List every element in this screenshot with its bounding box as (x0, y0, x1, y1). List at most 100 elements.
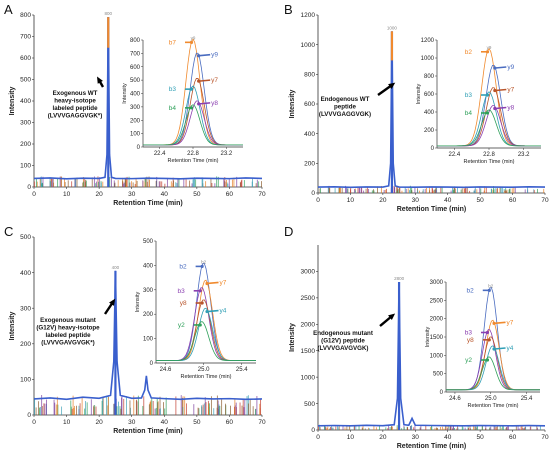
ion-label-y7: y7 (211, 77, 218, 84)
inset-x-tick-label: 23.2 (220, 151, 232, 157)
x-tick-label: 70 (258, 191, 266, 198)
panel-letter: D (284, 224, 293, 239)
annotation-line: (LVVVGAVGVGK) (318, 345, 369, 352)
peak-label: 2800 (394, 276, 405, 281)
ion-label-b2: b2 (179, 263, 187, 270)
x-tick-label: 50 (193, 419, 201, 426)
inset-y-tick-label: 100 (130, 132, 141, 138)
inset-x-tick-label: 22.8 (187, 151, 199, 157)
annotation-line: Exogenous mutant (40, 317, 96, 324)
ion-arrowhead-y8 (197, 102, 201, 106)
x-tick-label: 30 (412, 434, 420, 441)
inset-background (437, 40, 541, 148)
inset-background (143, 40, 243, 147)
ion-trace-b4 (143, 104, 243, 146)
peak-label: 1000 (387, 25, 398, 30)
x-tick-label: 40 (161, 191, 169, 198)
x-tick-label: 60 (226, 191, 234, 198)
y-tick-label: 500 (20, 77, 31, 84)
panel-a: A0 10 20 30 40 50 60 70010020030040050060070080… (4, 2, 266, 207)
annotation-line: (G12V) heavy-isotope (36, 325, 100, 332)
inset-chart: 24.6 25.0 25.4 0 500 1000 1500 2000 2500 3000 Rete… (425, 280, 540, 409)
inset-y-tick-label: 3000 (430, 280, 444, 286)
annotation-line: (G12V) peptide (321, 338, 365, 345)
x-tick-label: 30 (128, 419, 136, 426)
ion-arrow-y9 (199, 53, 211, 57)
x-tick-label: 50 (477, 434, 485, 441)
x-tick-label: 60 (226, 419, 234, 426)
y-tick-label: 0 (311, 427, 315, 434)
inset-x-tick-label: 24.6 (160, 367, 172, 373)
y-tick-label: 1000 (301, 374, 316, 381)
ion-arrowhead-y4 (205, 309, 209, 314)
y-axis-title: Intensity (9, 87, 16, 116)
x-tick-label: 30 (128, 191, 136, 198)
ion-label-y8: y8 (211, 100, 218, 107)
panel-b: B 0 10 20 30 40 50 60 70 0 200 400 600 800 1000 1200 Ret… (284, 2, 549, 213)
y-tick-label: 0 (27, 412, 31, 419)
annotation-arrowhead (388, 82, 396, 89)
annotation-line: Endogenous mutant (313, 330, 373, 337)
y-tick-label: 1200 (301, 12, 316, 19)
annotation-arrowhead (109, 298, 116, 306)
x-tick-label: 70 (541, 197, 549, 204)
annotation-arrowhead (97, 76, 103, 84)
inset-y-tick-label: 300 (143, 288, 154, 294)
ion-arrow-y8 (495, 106, 507, 110)
annotation-arrowhead (388, 313, 396, 320)
inset-y-axis-title: Intensity (425, 327, 431, 348)
annotation-line: (LVVVGAGGVGK) (319, 111, 371, 118)
y-axis-title: Intensity (9, 312, 16, 341)
inset-y-tick-label: 1000 (421, 56, 435, 62)
inset-x-axis-title: Retention Time (min) (463, 159, 514, 165)
inset-chart: 22.4 22.8 23.2 0 100 200 300 400 500 600 700 800 Ret… (122, 35, 243, 164)
x-tick-label: 10 (347, 197, 355, 204)
y-axis-title: Intensity (289, 90, 296, 119)
x-tick-label: 0 (316, 434, 320, 441)
inset-x-tick-label: 25.4 (236, 367, 248, 373)
x-tick-label: 0 (316, 197, 320, 204)
ion-arrowhead-b3 (485, 330, 490, 335)
inset-y-tick-label: 500 (433, 372, 444, 378)
ion-arrow-y8 (199, 102, 211, 105)
ion-arrowhead-y2 (198, 323, 202, 327)
ion-label-y8: y8 (467, 337, 474, 344)
ion-label-b4: b4 (465, 110, 473, 117)
peak-label: 800 (105, 11, 113, 16)
y-tick-label: 3000 (301, 269, 316, 276)
ion-label-y8: y8 (507, 105, 514, 112)
x-tick-label: 60 (509, 197, 517, 204)
y-tick-label: 200 (20, 341, 31, 348)
ion-arrowhead-b3 (189, 87, 194, 91)
ion-label-y7: y7 (507, 87, 514, 94)
ion-arrowhead-y8 (200, 301, 204, 305)
annotation-line: labeled peptide (52, 105, 98, 112)
panel-letter: B (284, 2, 293, 17)
x-tick-label: 30 (412, 197, 420, 204)
x-tick-label: 20 (96, 191, 104, 198)
ion-trace-b4 (437, 109, 541, 147)
ion-label-y9: y9 (507, 64, 514, 71)
annotation-line: peptide (334, 104, 357, 111)
ion-arrow-y7 (494, 321, 506, 325)
y-axis-title: Intensity (289, 323, 296, 352)
inset-y-tick-label: 300 (130, 105, 141, 111)
y-tick-label: 1500 (301, 348, 316, 355)
y-tick-label: 200 (304, 161, 315, 168)
inset-y-tick-label: 200 (130, 118, 141, 124)
inset-y-axis-title: Intensity (416, 84, 422, 105)
x-axis-title: Retention Time (min) (113, 428, 182, 435)
y-tick-label: 800 (20, 12, 31, 19)
inset-y-tick-label: 400 (130, 92, 141, 98)
peak-label: 400 (112, 265, 120, 270)
panel-letter: C (4, 224, 13, 239)
x-axis-title: Retention Time (min) (397, 443, 466, 450)
ion-label-b2: b2 (465, 49, 473, 56)
panel-c: C 0 10 20 30 40 50 60 70 0 100 200 300 400 500 Retentio… (4, 224, 266, 435)
inset-y-tick-label: 0 (150, 361, 154, 367)
x-tick-label: 60 (509, 434, 517, 441)
ion-trace-y2 (446, 356, 540, 391)
y-tick-label: 500 (304, 401, 315, 408)
y-tick-label: 600 (20, 55, 31, 62)
inset-chart: 22.4 22.8 23.2 0 200 400 600 800 1000 1200 Retenti… (416, 38, 541, 165)
